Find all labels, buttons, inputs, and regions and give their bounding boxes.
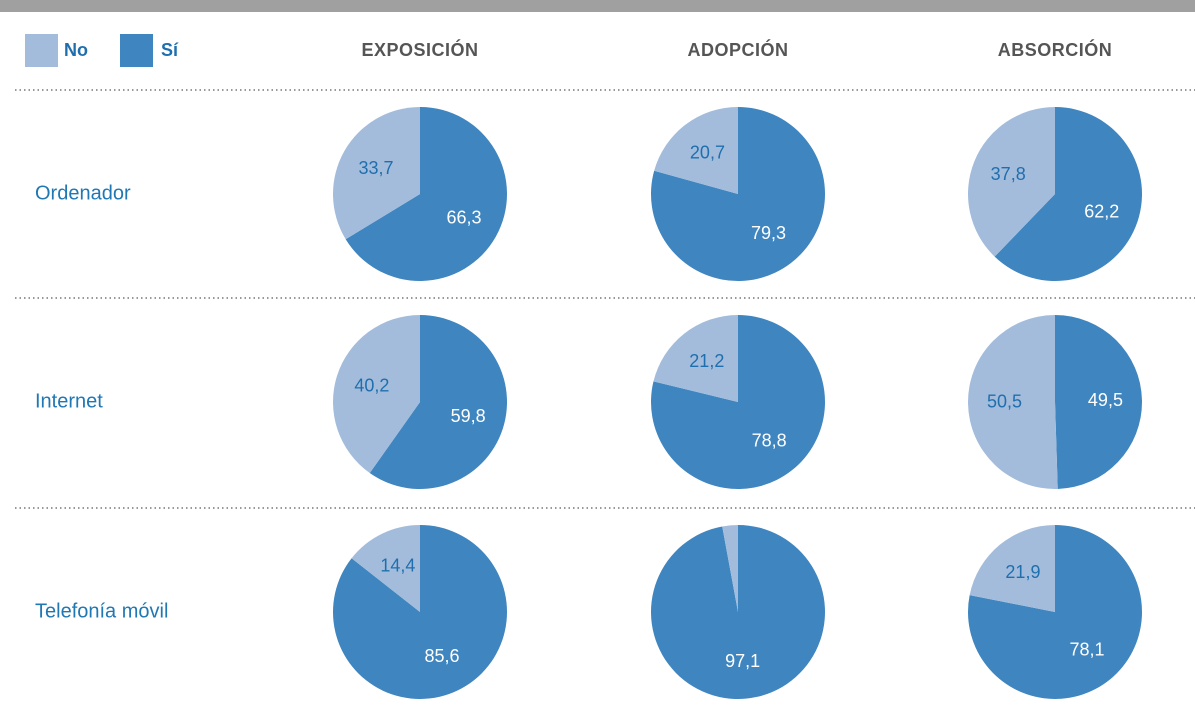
row-label: Ordenador	[35, 182, 131, 204]
value-label: 49,5	[1088, 390, 1123, 410]
pie-slice	[654, 107, 738, 194]
value-label: 79,3	[751, 223, 786, 243]
value-label: 62,2	[1084, 202, 1119, 222]
value-label: 21,2	[689, 351, 724, 371]
pie-slice	[332, 525, 507, 699]
pie-slice	[351, 525, 420, 612]
value-label: 59,8	[451, 406, 486, 426]
value-label: 66,3	[446, 207, 481, 227]
legend-swatch	[25, 34, 58, 67]
legend-swatch	[120, 34, 153, 67]
pie-slice	[650, 525, 825, 700]
value-label: 14,4	[380, 555, 415, 575]
pie-slice	[722, 525, 738, 612]
legend-label: No	[64, 40, 88, 60]
value-label: 20,7	[690, 143, 725, 163]
pie-slice	[333, 107, 420, 240]
pie-slice	[994, 107, 1142, 281]
pie-slice	[968, 107, 1055, 257]
value-label: 40,2	[354, 375, 389, 395]
value-label: 33,7	[358, 158, 393, 178]
pie-slice	[653, 314, 738, 402]
row-label: Internet	[35, 390, 103, 412]
pie-slice	[967, 315, 1058, 490]
pie-slice	[332, 315, 420, 474]
column-header: EXPOSICIÓN	[361, 39, 478, 60]
column-header: ABSORCIÓN	[998, 39, 1113, 60]
value-label: 37,8	[991, 164, 1026, 184]
value-label: 85,6	[425, 646, 460, 666]
value-label: 78,1	[1070, 640, 1105, 660]
column-header: ADOPCIÓN	[687, 39, 788, 60]
pie-slice	[345, 107, 507, 281]
value-label: 97,1	[725, 651, 760, 671]
legend-label: Sí	[161, 40, 179, 60]
value-label: 78,8	[752, 430, 787, 450]
pie-slice	[969, 525, 1055, 612]
pie-slice	[1055, 315, 1142, 489]
pie-slice	[369, 315, 507, 489]
row-label: Telefonía móvil	[35, 600, 168, 622]
top-bar	[0, 0, 1195, 12]
value-label: 21,9	[1005, 562, 1040, 582]
value-label: 50,5	[987, 392, 1022, 412]
